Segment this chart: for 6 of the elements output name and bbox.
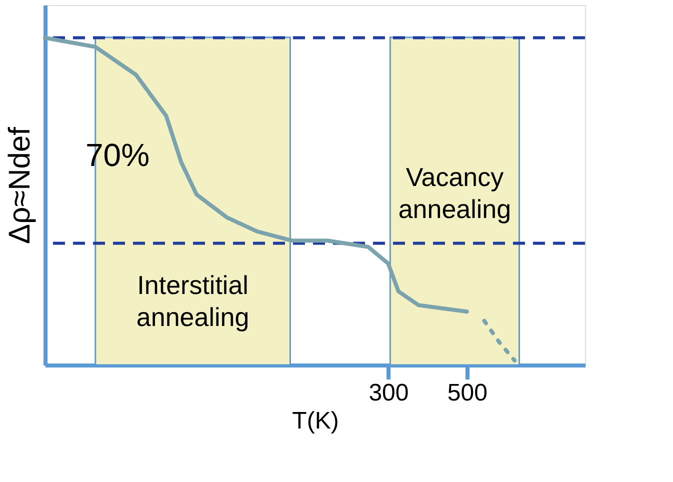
band-label: Interstitial annealing: [136, 270, 250, 332]
x-tick-label: 300: [368, 380, 409, 406]
x-axis-title: T(K): [292, 408, 339, 434]
band-label: Vacancy annealing: [398, 162, 512, 224]
x-tick-label: 500: [447, 380, 488, 406]
y-axis-title: Δρ≈Ndef: [4, 126, 36, 244]
